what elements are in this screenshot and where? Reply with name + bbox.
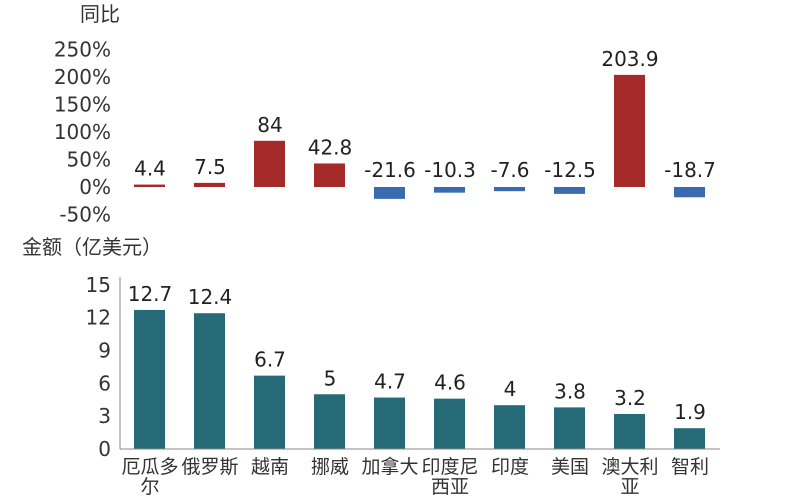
top-y-tick-label: 250%	[54, 38, 111, 62]
bottom-bar	[614, 413, 645, 449]
top-data-label: 84	[257, 113, 282, 137]
top-bar	[494, 187, 525, 192]
top-bar	[374, 187, 405, 199]
bottom-y-tick-label: 0	[98, 437, 111, 461]
bottom-bar	[434, 398, 465, 449]
bottom-data-label: 12.4	[188, 285, 233, 309]
bottom-data-label: 1.9	[674, 400, 706, 424]
top-y-axis-ticks: 250% 200% 150% 100% 50% 0% -50%	[54, 38, 111, 227]
top-y-tick-label: 50%	[67, 148, 111, 172]
top-data-labels: 4.4 7.5 84 42.8 -21.6 -10.3 -7.6 -12.5 203.9 -18.…	[134, 47, 716, 182]
bottom-y-tick-label: 15	[86, 273, 111, 297]
bottom-y-tick-label: 12	[86, 306, 111, 330]
category-label: 越南	[251, 456, 289, 478]
top-y-tick-label: 150%	[54, 93, 111, 117]
top-data-label: 203.9	[601, 47, 658, 71]
top-y-axis-title: 同比	[80, 2, 120, 26]
bottom-bar	[194, 313, 225, 449]
top-y-tick-label: 0%	[79, 175, 111, 199]
bottom-bar	[134, 309, 165, 449]
bottom-y-tick-label: 9	[98, 338, 111, 362]
category-label: 俄罗斯	[181, 456, 238, 478]
bottom-bars	[134, 309, 705, 449]
category-label: 澳大利	[601, 456, 658, 478]
bottom-bar	[254, 375, 285, 449]
bottom-data-label: 4.7	[374, 370, 406, 394]
bottom-data-label: 5	[324, 366, 337, 390]
bottom-bar	[674, 428, 705, 449]
bottom-data-label: 3.2	[614, 386, 646, 410]
bottom-data-label: 6.7	[254, 348, 286, 372]
top-y-tick-label: -50%	[59, 203, 111, 227]
category-label: 加拿大	[361, 455, 418, 478]
bottom-bar	[554, 407, 585, 449]
top-data-label: -21.6	[364, 158, 416, 182]
top-bars	[134, 74, 705, 199]
top-data-label: -7.6	[490, 158, 529, 182]
bottom-bar	[374, 397, 405, 449]
category-label: 厄瓜多	[121, 456, 178, 478]
top-data-label: 42.8	[308, 135, 353, 159]
category-label: 美国	[551, 456, 589, 478]
top-data-label: -18.7	[664, 158, 716, 182]
category-label: 智利	[671, 456, 709, 478]
category-label: 亚	[620, 476, 639, 498]
category-label: 印度尼	[421, 456, 478, 478]
top-data-label: 7.5	[194, 155, 226, 179]
top-data-label: -10.3	[424, 158, 476, 182]
top-bar	[254, 140, 285, 187]
bottom-y-tick-label: 3	[98, 404, 111, 428]
category-label: 印度	[491, 456, 529, 478]
bottom-data-label: 3.8	[554, 379, 586, 403]
top-bar	[314, 163, 345, 187]
category-label: 西亚	[431, 476, 469, 498]
category-label: 挪威	[311, 456, 349, 478]
top-bar	[194, 182, 225, 187]
bottom-data-labels: 12.7 12.4 6.7 5 4.7 4.6 4 3.8 3.2 1.9	[128, 282, 706, 424]
bottom-y-axis-title: 金额（亿美元）	[22, 235, 162, 259]
top-bar	[614, 74, 645, 187]
bottom-data-label: 4.6	[434, 371, 466, 395]
bottom-data-label: 4	[504, 377, 517, 401]
bottom-y-axis-ticks: 15 12 9 6 3 0	[86, 273, 111, 461]
top-bar	[434, 187, 465, 193]
top-data-label: -12.5	[544, 158, 596, 182]
category-label: 尔	[140, 476, 159, 498]
bottom-y-tick-label: 6	[98, 371, 111, 395]
top-y-tick-label: 200%	[54, 65, 111, 89]
bottom-bar	[314, 394, 345, 449]
top-data-label: 4.4	[134, 157, 166, 181]
top-y-tick-label: 100%	[54, 120, 111, 144]
bottom-data-label: 12.7	[128, 282, 173, 306]
bottom-axes	[119, 277, 720, 450]
top-bar	[554, 187, 585, 194]
top-bar	[134, 184, 165, 187]
top-bar	[674, 187, 705, 198]
bottom-bar	[494, 405, 525, 449]
